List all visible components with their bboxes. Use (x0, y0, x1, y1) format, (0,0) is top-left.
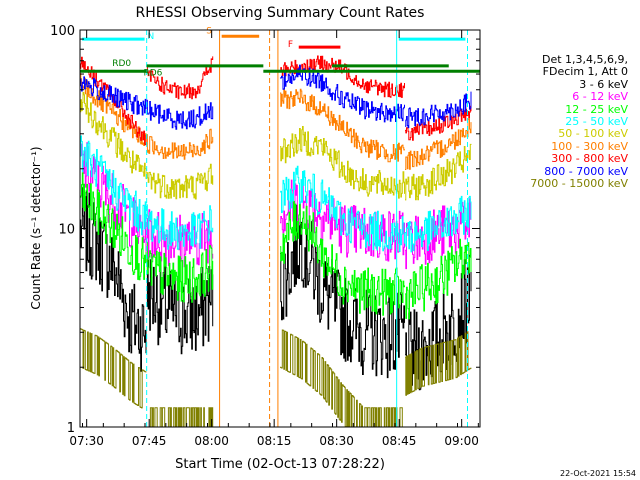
series-25-50-kev (80, 135, 472, 253)
legend-entry: 25 - 50 keV (565, 115, 628, 128)
series-trace (80, 73, 147, 146)
series-trace (80, 76, 147, 116)
series-trace (405, 238, 472, 320)
series-trace (146, 407, 214, 428)
legend-entry: 50 - 100 keV (558, 127, 628, 141)
y-tick-label: 1 (67, 421, 75, 436)
series-trace (280, 165, 405, 252)
y-tick-label: 10 (58, 223, 75, 238)
legend-entry: 800 - 7000 keV (544, 164, 628, 178)
legend-entry: 100 - 300 keV (551, 139, 628, 153)
series-12-25-kev (80, 172, 472, 320)
series-trace (80, 172, 147, 281)
series-trace (280, 126, 405, 199)
x-tick-label: 08:45 (382, 434, 417, 448)
legend-entry: 6 - 12 keV (572, 90, 628, 104)
flag-label-s: S (206, 27, 212, 37)
series-trace (146, 258, 214, 355)
series-trace (146, 128, 214, 160)
flag-label-n: N (147, 32, 154, 42)
series-50-100-kev (80, 91, 472, 201)
legend-entry: 12 - 25 keV (565, 102, 628, 116)
overlay-layer: N S F RD0 RD6 (80, 27, 480, 427)
axes-layer: 07:30 07:45 08:00 08:15 08:30 08:45 09:00 1 10 10… (50, 24, 481, 448)
y-tick-label: 100 (50, 24, 75, 39)
x-tick-label: 08:30 (319, 434, 354, 448)
series-trace (405, 105, 472, 141)
x-tick-label: 08:15 (257, 434, 292, 448)
series-trace (146, 56, 214, 100)
legend-header: FDecim 1, Att 0 (542, 65, 628, 79)
x-axis-label: Start Time (02-Oct-13 07:28:22) (175, 457, 385, 472)
series-trace (146, 99, 214, 130)
series-trace (405, 118, 472, 170)
legend-header: Det 1,3,4,5,6,9, (541, 53, 628, 66)
series-trace (280, 204, 405, 379)
x-tick-label: 08:00 (194, 434, 229, 448)
series-trace (280, 64, 405, 123)
series-trace (280, 88, 405, 163)
series-trace (405, 195, 472, 253)
series-layer (80, 55, 472, 428)
series-trace (146, 204, 214, 250)
series-trace (146, 209, 214, 268)
series-trace (146, 163, 214, 200)
x-tick-label: 07:45 (132, 434, 167, 448)
series-trace (146, 241, 214, 303)
legend-entry: 3 - 6 keV (579, 77, 628, 91)
series-trace (280, 329, 405, 428)
x-tick-label: 07:30 (69, 434, 104, 448)
y-axis-label: Count Rate (s⁻¹ detector⁻¹) (29, 146, 43, 309)
legend-entry: 300 - 800 keV (551, 152, 628, 166)
series-trace (405, 143, 472, 201)
series-800-7000-kev (80, 64, 472, 130)
series-trace (405, 91, 472, 129)
flag-label-rd6: RD6 (143, 68, 162, 78)
chart-title: RHESSI Observing Summary Count Rates (136, 5, 425, 21)
series-trace (280, 200, 405, 316)
series-trace (405, 331, 472, 396)
generated-timestamp: 22-Oct-2021 15:54 (560, 469, 636, 478)
flag-label-rd0: RD0 (112, 59, 131, 69)
x-tick-label: 09:00 (444, 434, 479, 448)
legend-entry: 7000 - 15000 keV (530, 177, 628, 190)
series-trace (80, 328, 147, 409)
series-100-300-kev (80, 73, 472, 170)
series-trace (80, 91, 147, 180)
flag-label-f: F (288, 40, 293, 50)
series-trace (80, 135, 147, 236)
